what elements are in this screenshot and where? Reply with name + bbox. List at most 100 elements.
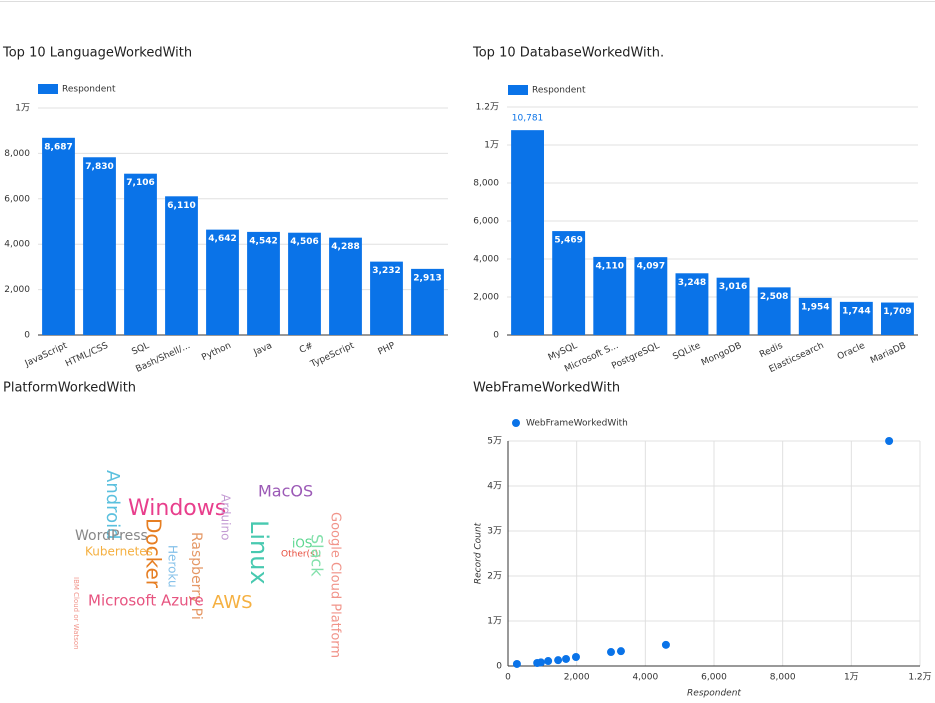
data-label: 3,232: [372, 266, 400, 276]
cloud-word: Other(s):: [281, 550, 321, 560]
x-tick-label: SQL: [130, 341, 150, 358]
bar: [124, 173, 157, 335]
bar: [42, 137, 75, 335]
bar: [288, 232, 321, 335]
y-tick-label: 3万: [487, 527, 502, 537]
y-tick-label: 4万: [487, 482, 502, 492]
bar: [634, 257, 668, 335]
bar: [511, 130, 544, 335]
cloud-word: Microsoft Azure: [88, 592, 204, 610]
x-tick-label: 6,000: [701, 673, 727, 683]
data-label: 1,744: [842, 306, 870, 316]
point: [562, 654, 571, 663]
data-label: 10,781: [512, 114, 544, 124]
data-label: 8,687: [44, 142, 72, 152]
cloud-word: WordPress: [75, 528, 148, 544]
bar: [370, 261, 403, 335]
cloud-word: Arduino: [219, 494, 233, 540]
data-label: 3,248: [678, 278, 706, 288]
x-tick-label: 1.2万: [908, 673, 931, 683]
point: [616, 647, 625, 656]
y-tick-label: 6,000: [4, 194, 30, 204]
y-tick-label: 6,000: [473, 217, 499, 227]
data-label: 7,830: [85, 162, 113, 172]
point: [661, 640, 670, 649]
y-tick-label: 0: [496, 662, 502, 672]
bar: [411, 268, 444, 335]
bar: [329, 237, 362, 335]
data-label: 6,110: [167, 201, 195, 211]
cloud-word: Google Cloud Platform: [328, 512, 343, 658]
bar: [798, 297, 832, 335]
cloud-word: Heroku: [166, 545, 180, 588]
x-tick-label: JavaScript: [23, 341, 69, 370]
legend-swatch: [38, 84, 58, 94]
x-tick-label: Python: [200, 341, 233, 363]
y-tick-label: 4,000: [4, 240, 30, 250]
x-tick-label: HTML/CSS: [64, 341, 110, 370]
x-tick-label: C#: [298, 341, 315, 356]
x-tick-label: SQLite: [671, 341, 702, 363]
data-label: 3,016: [719, 282, 747, 292]
point: [554, 656, 563, 665]
bar: [593, 256, 627, 335]
data-label: 4,110: [596, 261, 624, 271]
legend-label: WebFrameWorkedWith: [526, 419, 628, 429]
bar: [83, 157, 116, 335]
x-tick-label: TypeScript: [308, 341, 356, 370]
point: [607, 648, 615, 657]
data-label: 4,506: [290, 237, 318, 247]
data-label: 4,642: [208, 234, 236, 244]
x-tick-label: MongoDB: [700, 341, 743, 368]
y-tick-label: 1万: [487, 617, 502, 627]
x-tick-label: 0: [505, 673, 511, 683]
legend-label: Respondent: [532, 86, 586, 96]
point: [544, 657, 553, 666]
point: [536, 658, 545, 667]
cloud-word: AWS: [212, 592, 253, 613]
x-axis-label: Respondent: [687, 689, 741, 699]
cloud-word: Windows: [128, 496, 226, 521]
data-label: 4,097: [637, 262, 665, 272]
point: [885, 437, 894, 445]
y-tick-label: 1.2万: [476, 103, 499, 113]
cloud-word: Docker: [142, 518, 166, 589]
data-label: 2,508: [760, 292, 788, 302]
bar: [165, 196, 198, 335]
cloud-word: Raspberry Pi: [188, 532, 204, 620]
legend-swatch: [512, 419, 520, 427]
x-tick-label: 4,000: [632, 673, 658, 683]
y-tick-label: 0: [493, 331, 499, 341]
x-tick-label: Redis: [758, 341, 785, 360]
chart-title: PlatformWorkedWith: [3, 381, 136, 396]
y-tick-label: 4,000: [473, 255, 499, 265]
bar: [716, 277, 750, 335]
x-tick-label: MariaDB: [869, 341, 908, 366]
x-tick-label: Java: [251, 341, 273, 359]
bar: [206, 229, 239, 335]
y-tick-label: 2万: [487, 572, 502, 582]
bar: [881, 302, 914, 335]
bar: [247, 231, 280, 335]
bar: [839, 301, 873, 335]
cloud-word: Slack: [308, 534, 327, 577]
x-tick-label: 1万: [844, 673, 859, 683]
cloud-word: Android: [102, 470, 123, 540]
cloud-word: Linux: [245, 520, 273, 585]
x-tick-label: Oracle: [836, 341, 867, 363]
y-tick-label: 1万: [484, 141, 499, 151]
y-axis-label: Record Count: [474, 522, 484, 584]
y-tick-label: 0: [24, 331, 30, 341]
chart-title: WebFrameWorkedWith: [473, 381, 620, 396]
x-tick-label: 2,000: [564, 673, 590, 683]
data-label: 1,954: [801, 302, 829, 312]
data-label: 4,288: [331, 242, 359, 252]
cloud-word: IBM Cloud or Watson: [72, 577, 80, 650]
cloud-word: iOS: [292, 537, 312, 551]
cloud-word: MacOS: [258, 482, 313, 501]
y-tick-label: 2,000: [473, 293, 499, 303]
data-label: 5,469: [554, 236, 582, 246]
legend-swatch: [508, 85, 528, 95]
data-label: 1,709: [883, 307, 911, 317]
